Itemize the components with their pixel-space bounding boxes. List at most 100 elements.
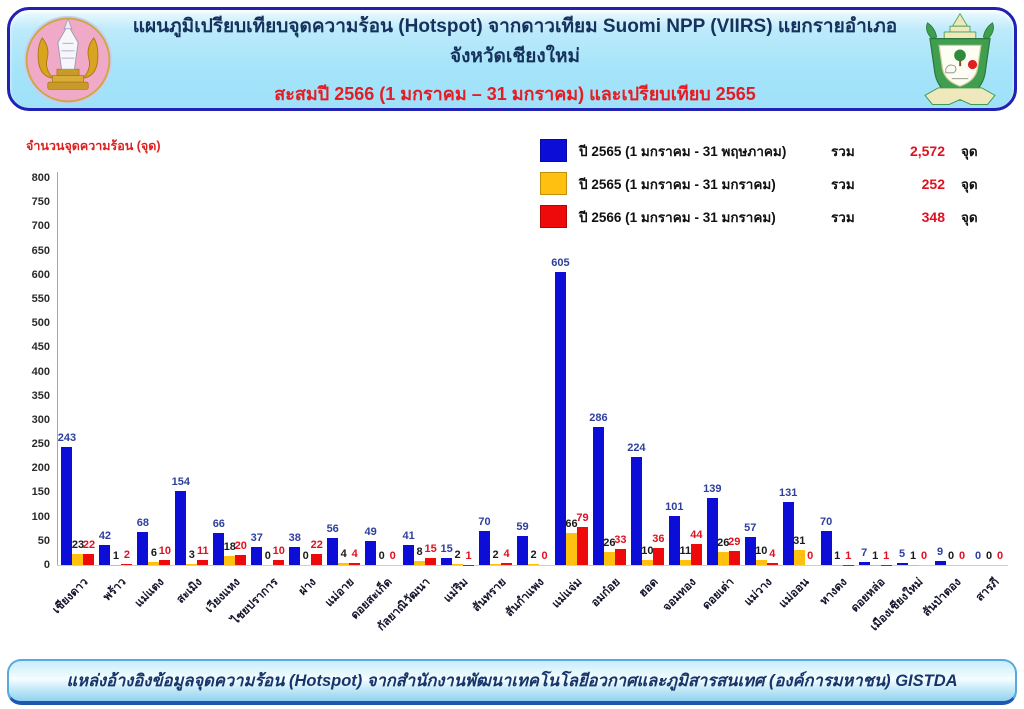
hotspot-bar-chart: จำนวนจุดความร้อน (จุด) 800 750 700 650 600 55… — [26, 134, 1008, 633]
y-axis-tick-label: 0 — [43, 559, 50, 571]
bar-value-label: 1 — [112, 549, 119, 562]
bar-value-label: 66 — [565, 518, 578, 531]
header-banner: แผนภูมิเปรียบเทียบจุดความร้อน (Hotspot) … — [7, 7, 1017, 111]
bar-value-label: 3 — [188, 548, 195, 561]
bar-value-label: 38 — [288, 531, 301, 544]
x-axis-label: ฮอด — [636, 576, 661, 600]
bar-value-label: 70 — [820, 516, 833, 529]
bar-value-label: 33 — [614, 534, 627, 547]
bar-value-label: 10 — [641, 545, 654, 558]
page-title-line2: สะสมปี 2566 (1 มกราคม – 31 มกราคม) และเป… — [274, 83, 756, 104]
bar-value-label: 31 — [793, 535, 806, 547]
y-axis-line — [57, 172, 58, 565]
bar — [338, 563, 350, 565]
legend-unit-word: จุด — [961, 176, 978, 192]
bar-value-label: 131 — [779, 486, 798, 499]
bar-value-label: 15 — [440, 542, 453, 555]
y-axis-tick-label: 100 — [31, 510, 50, 523]
bar-value-label: 0 — [958, 550, 966, 562]
bar — [425, 557, 437, 565]
bar-value-label: 11 — [197, 544, 209, 557]
x-axis-label: แม่วาง — [741, 576, 775, 609]
bar — [121, 564, 133, 565]
bar-value-label: 1 — [845, 549, 852, 562]
bar — [72, 553, 84, 565]
bar — [365, 541, 377, 565]
bar — [83, 554, 95, 565]
bar-value-label: 139 — [703, 482, 722, 495]
bar-value-label: 37 — [250, 532, 263, 545]
bar-value-label: 6 — [150, 547, 157, 560]
bar-value-label: 56 — [326, 522, 339, 535]
bar — [755, 560, 767, 565]
bar-value-label: 10 — [272, 545, 285, 558]
bar-value-label: 7 — [861, 546, 868, 559]
y-axis-tick-label: 450 — [31, 341, 50, 354]
bar — [403, 545, 415, 565]
legend-total-value: 252 — [921, 175, 945, 192]
bar — [311, 554, 323, 565]
legend-total-value: 348 — [921, 208, 945, 225]
bar-value-label: 36 — [652, 532, 665, 545]
y-axis-tick-label: 800 — [31, 172, 50, 184]
legend-unit-word: จุด — [961, 209, 978, 225]
bar-value-label: 1 — [872, 549, 879, 562]
bar-value-label: 2 — [530, 549, 537, 562]
bar-value-label: 243 — [57, 432, 77, 445]
bar-value-label: 0 — [302, 550, 309, 562]
x-axis-label: ฝาง — [296, 576, 319, 598]
bar — [197, 559, 209, 565]
x-axis-baseline — [57, 565, 1008, 566]
y-axis-tick-label: 200 — [31, 462, 50, 475]
bar — [766, 563, 778, 565]
y-axis-tick-label: 250 — [31, 438, 50, 451]
y-axis-tick-label: 750 — [31, 196, 50, 209]
legend-total-value: 2,572 — [909, 142, 945, 159]
bar-value-label: 0 — [996, 550, 1004, 562]
bar-value-label: 10 — [158, 545, 172, 558]
bar — [349, 563, 361, 565]
bar-value-label: 154 — [171, 475, 191, 488]
bar — [706, 497, 718, 565]
bar — [61, 447, 73, 565]
y-axis-tick-label: 500 — [31, 317, 50, 330]
bar — [820, 531, 832, 565]
y-axis-tick-label: 350 — [31, 389, 50, 402]
bar — [630, 456, 642, 565]
y-axis-tick-label: 50 — [37, 534, 50, 547]
x-axis-label: เชียงดาว — [50, 576, 91, 617]
bar — [896, 562, 908, 565]
y-axis-tick-label: 150 — [31, 486, 50, 499]
bar-value-label: 4 — [351, 548, 358, 561]
y-axis-tick-label: 550 — [31, 292, 50, 305]
y-axis-tick-label: 700 — [31, 220, 50, 233]
bar — [251, 547, 263, 565]
bar-value-label: 0 — [389, 550, 396, 562]
bar-value-label: 29 — [728, 535, 741, 548]
bar — [554, 272, 566, 565]
bar-value-label: 68 — [136, 517, 150, 530]
bar-value-label: 22 — [82, 539, 96, 552]
bar — [224, 556, 236, 565]
x-axis-label: ดอยเต่า — [700, 576, 737, 613]
x-axis-label: แม่แจ่ม — [549, 576, 585, 611]
bar — [501, 563, 513, 565]
bar-value-label: 20 — [234, 540, 247, 553]
bar — [782, 501, 794, 565]
bar — [603, 552, 615, 565]
legend-total-word: รวม — [831, 176, 855, 192]
bar — [327, 537, 339, 565]
bar — [934, 560, 946, 565]
bar-value-label: 59 — [516, 521, 529, 534]
bar — [148, 562, 160, 565]
legend-total-word: รวม — [831, 143, 855, 159]
x-axis-label: แม่แตง — [133, 576, 167, 610]
bar — [159, 560, 171, 565]
x-axis-label: สันป่าตอง — [921, 576, 964, 620]
x-axis-label: สารภี — [974, 576, 1002, 604]
x-axis-label: สันกำแพง — [503, 576, 547, 620]
bar-value-label: 2 — [492, 549, 499, 562]
y-axis-tick-label: 300 — [31, 413, 50, 426]
bar — [690, 543, 702, 565]
legend-row: ปี 2565 (1 มกราคม - 31 พฤษภาคม) รวม 2,572 จ… — [540, 134, 978, 167]
